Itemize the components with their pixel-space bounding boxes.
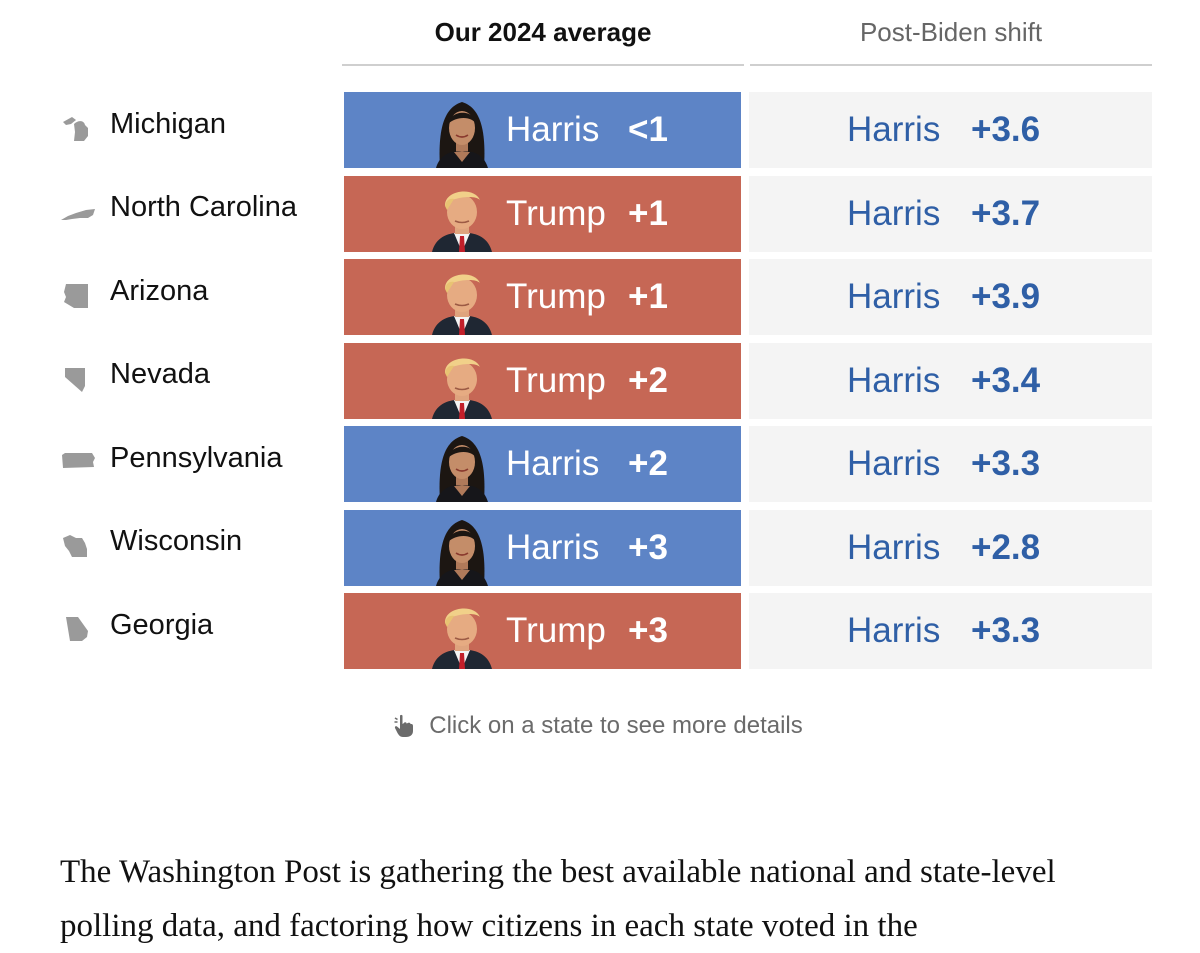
shift-cell[interactable]: Harris +3.6: [749, 92, 1152, 168]
average-cell[interactable]: Trump +3: [344, 593, 741, 669]
average-cell[interactable]: Harris <1: [344, 92, 741, 168]
state-name-cell[interactable]: Wisconsin: [60, 510, 242, 582]
state-name: Pennsylvania: [110, 441, 283, 474]
average-cell[interactable]: Harris +2: [344, 426, 741, 502]
average-cell[interactable]: Harris +3: [344, 509, 741, 586]
shift-value: +3.7: [971, 193, 1041, 233]
shift-cell[interactable]: Harris +2.8: [749, 509, 1152, 586]
state-name: Arizona: [110, 274, 209, 307]
shift-leader-name: Harris: [847, 527, 941, 567]
shift-column-header: Post-Biden shift: [750, 0, 1152, 66]
trump-portrait: [424, 261, 500, 335]
shift-value: +2.8: [971, 527, 1041, 567]
shift-cell[interactable]: Harris +3.4: [749, 342, 1152, 419]
shift-leader-name: Harris: [847, 277, 941, 316]
leader-name: Harris: [506, 444, 600, 483]
georgia-shape-icon: [60, 615, 96, 643]
leader-margin: <1: [628, 110, 668, 149]
click-hint: Click on a state to see more details: [0, 712, 1200, 740]
pointer-hand-icon: [394, 714, 414, 737]
shift-cell[interactable]: Harris +3.3: [749, 593, 1152, 669]
shift-leader-name: Harris: [847, 110, 941, 149]
shift-value: +3.3: [971, 444, 1041, 483]
leader-margin: +1: [628, 277, 668, 316]
leader-name: Harris: [506, 527, 600, 567]
state-name-cell[interactable]: Georgia: [60, 593, 213, 665]
state-name-cell[interactable]: Arizona: [60, 259, 208, 331]
state-row-pennsylvania[interactable]: Pennsylvania Harris +2 Harris +3.3: [0, 426, 1200, 504]
leader-name: Trump: [506, 360, 606, 400]
shift-value: +3.9: [971, 277, 1041, 316]
shift-value: +3.4: [971, 360, 1041, 400]
average-column-header: Our 2024 average: [342, 0, 744, 66]
hint-text: Click on a state to see more details: [429, 712, 803, 739]
harris-portrait: [424, 512, 500, 586]
shift-leader-name: Harris: [847, 360, 941, 400]
leader-margin: +1: [628, 193, 668, 233]
leader-name: Trump: [506, 277, 606, 316]
michigan-shape-icon: [60, 114, 96, 142]
shift-cell[interactable]: Harris +3.7: [749, 175, 1152, 252]
average-cell[interactable]: Trump +1: [344, 259, 741, 335]
article-paragraph: The Washington Post is gathering the bes…: [60, 854, 1056, 944]
state-name: Michigan: [110, 107, 227, 140]
arizona-shape-icon: [60, 281, 96, 309]
shift-leader-name: Harris: [847, 193, 941, 233]
leader-name: Trump: [506, 193, 606, 233]
leader-margin: +3: [628, 611, 668, 650]
state-row-north-carolina[interactable]: North Carolina Trump +1 Harris +3.7: [0, 175, 1200, 254]
state-polling-table: Michigan Harris <1 Harris +3.6 North Carolina…: [0, 92, 1200, 677]
state-row-arizona[interactable]: Arizona Trump +1 Harris +3.9: [0, 259, 1200, 337]
leader-margin: +3: [628, 527, 668, 567]
shift-cell[interactable]: Harris +3.9: [749, 259, 1152, 335]
north-carolina-shape-icon: [60, 198, 96, 226]
state-name-cell[interactable]: Nevada: [60, 343, 210, 415]
shift-leader-name: Harris: [847, 444, 941, 483]
trump-portrait: [424, 595, 500, 669]
average-cell[interactable]: Trump +1: [344, 175, 741, 252]
leader-margin: +2: [628, 360, 668, 400]
state-row-michigan[interactable]: Michigan Harris <1 Harris +3.6: [0, 92, 1200, 170]
shift-value: +3.3: [971, 611, 1041, 650]
state-row-georgia[interactable]: Georgia Trump +3 Harris +3.3: [0, 593, 1200, 671]
state-name-cell[interactable]: Michigan: [60, 92, 226, 164]
state-row-wisconsin[interactable]: Wisconsin Harris +3 Harris +2.8: [0, 509, 1200, 588]
leader-name: Harris: [506, 110, 600, 149]
trump-portrait: [424, 345, 500, 419]
state-name: Georgia: [110, 608, 214, 641]
state-name: North Carolina: [110, 191, 297, 223]
harris-portrait: [424, 428, 500, 502]
state-name: Nevada: [110, 358, 210, 390]
nevada-shape-icon: [60, 365, 96, 393]
shift-leader-name: Harris: [847, 611, 941, 650]
state-name-cell[interactable]: Pennsylvania: [60, 426, 283, 498]
leader-name: Trump: [506, 611, 606, 650]
leader-margin: +2: [628, 444, 668, 483]
shift-cell[interactable]: Harris +3.3: [749, 426, 1152, 502]
wisconsin-shape-icon: [60, 532, 96, 560]
pennsylvania-shape-icon: [60, 448, 96, 476]
trump-portrait: [424, 178, 500, 252]
average-cell[interactable]: Trump +2: [344, 342, 741, 419]
state-name: Wisconsin: [110, 525, 243, 557]
state-name-cell[interactable]: North Carolina: [60, 176, 297, 248]
state-row-nevada[interactable]: Nevada Trump +2 Harris +3.4: [0, 342, 1200, 421]
shift-value: +3.6: [971, 110, 1041, 149]
harris-portrait: [424, 94, 500, 168]
